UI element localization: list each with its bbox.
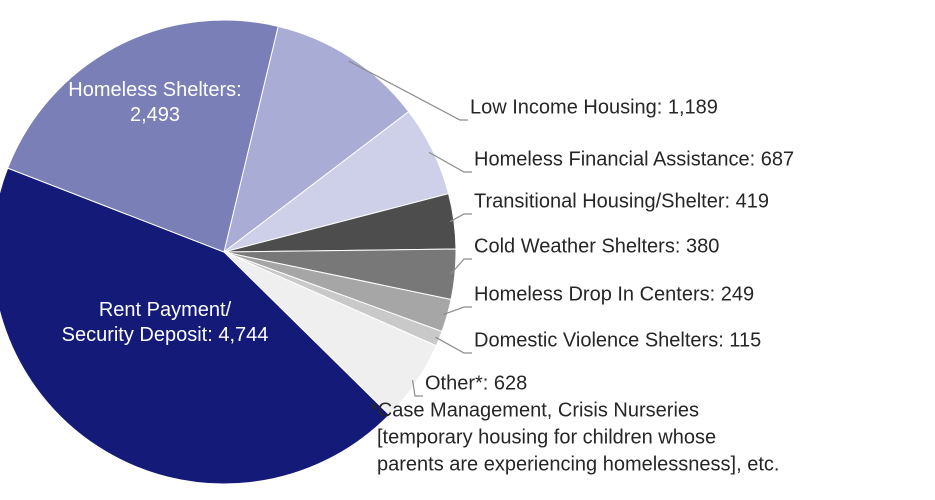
data-label-box: Rent Payment/ Security Deposit: 4,744	[61, 299, 269, 346]
pie-slice	[7, 19, 279, 253]
data-label: Cold Weather Shelters: 380	[474, 235, 719, 257]
pie-slice	[223, 25, 410, 254]
data-label: Homeless Drop In Centers: 249	[474, 283, 754, 305]
data-label: Other*: 628	[425, 372, 527, 394]
pie-slice	[0, 167, 390, 485]
footnote: [temporary housing for children whose	[377, 426, 716, 448]
data-label: Homeless Shelters: 2,493	[68, 79, 242, 126]
leader-line	[411, 380, 423, 397]
leader-line	[443, 306, 472, 316]
leader-line	[435, 336, 472, 354]
leader-line	[348, 60, 468, 121]
data-label: Domestic Violence Shelters: 115	[474, 329, 761, 351]
footnote: parents are experiencing homelessness], …	[377, 453, 779, 475]
data-label: Rent Payment/ Security Deposit: 4,744	[61, 299, 269, 346]
leader-line	[449, 213, 472, 223]
data-label: Homeless Financial Assistance: 687	[474, 148, 794, 170]
footnote: *Case Management, Crisis Nurseries	[370, 399, 699, 421]
data-label: Transitional Housing/Shelter: 419	[474, 190, 769, 212]
leader-line	[428, 151, 472, 173]
data-label-box: Homeless Shelters: 2,493	[68, 79, 242, 126]
data-label: Low Income Housing: 1,189	[470, 96, 718, 118]
leader-line	[450, 258, 472, 275]
